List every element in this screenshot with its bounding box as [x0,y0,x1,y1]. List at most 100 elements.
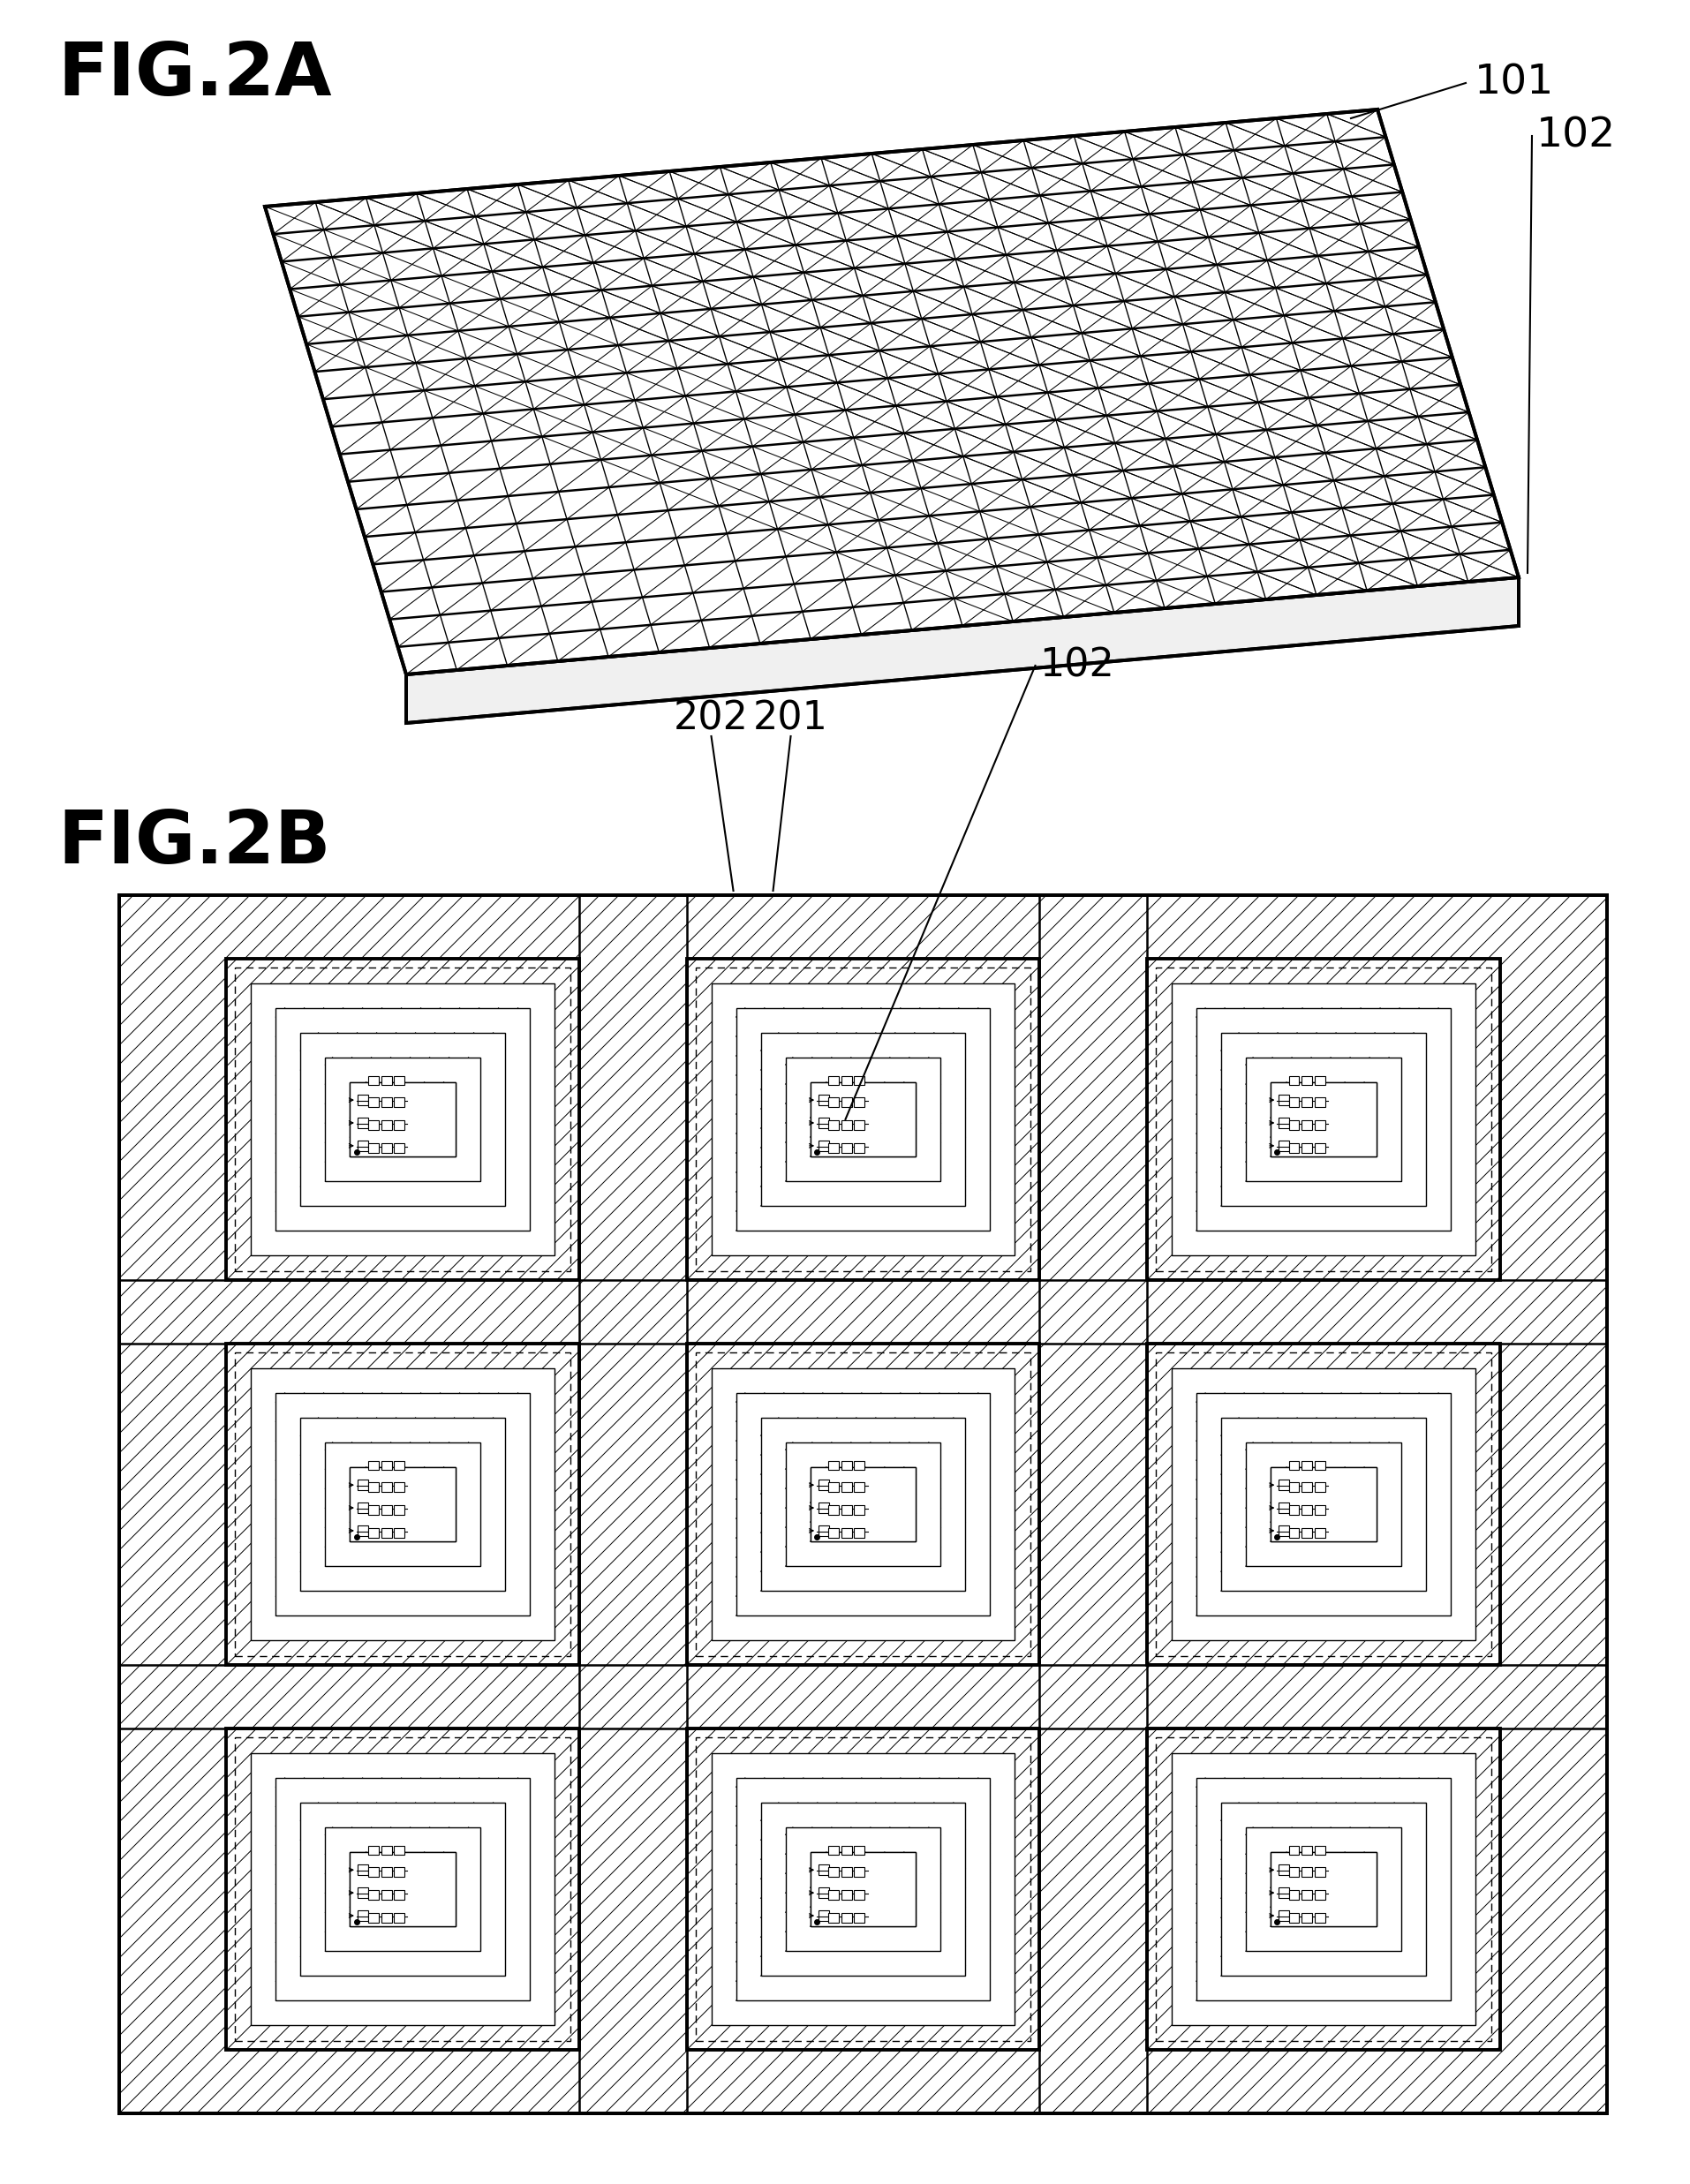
Polygon shape [1315,1505,1325,1516]
Polygon shape [735,1007,990,1230]
Polygon shape [1301,1461,1311,1470]
Polygon shape [1289,1120,1300,1129]
Polygon shape [828,1142,838,1153]
Polygon shape [394,1142,404,1153]
Polygon shape [1271,1081,1376,1158]
Polygon shape [1301,1889,1311,1900]
Polygon shape [828,1845,838,1854]
Polygon shape [818,1503,828,1514]
Polygon shape [275,1393,531,1616]
Polygon shape [1289,1096,1300,1107]
Polygon shape [828,1461,838,1470]
Polygon shape [810,1852,916,1926]
Polygon shape [853,1142,865,1153]
Polygon shape [275,1007,531,1230]
Polygon shape [786,1828,941,1950]
Polygon shape [1246,1441,1401,1566]
Polygon shape [1301,1505,1311,1516]
Polygon shape [324,1828,480,1950]
Polygon shape [1271,1852,1376,1926]
Polygon shape [842,1483,852,1492]
Polygon shape [853,1120,865,1129]
Polygon shape [368,1483,379,1492]
Text: 202: 202 [674,699,749,738]
Polygon shape [226,1728,580,2051]
Polygon shape [358,1911,368,1922]
Polygon shape [711,1754,1016,2025]
Polygon shape [1220,1802,1426,1977]
Polygon shape [394,1461,404,1470]
Polygon shape [1289,1845,1300,1854]
Polygon shape [1301,1120,1311,1129]
Polygon shape [1301,1913,1311,1922]
Polygon shape [382,1142,392,1153]
Polygon shape [1301,1142,1311,1153]
Polygon shape [711,1367,1016,1640]
Polygon shape [324,1057,480,1182]
Polygon shape [1148,1728,1501,2051]
Polygon shape [818,1911,828,1922]
Polygon shape [853,1483,865,1492]
Polygon shape [382,1889,392,1900]
Polygon shape [686,1728,1039,2051]
Polygon shape [394,1913,404,1922]
Polygon shape [1289,1867,1300,1876]
Polygon shape [275,1778,531,2001]
Polygon shape [853,1096,865,1107]
Polygon shape [1171,983,1475,1256]
Polygon shape [1197,1393,1450,1616]
Polygon shape [853,1529,865,1538]
Polygon shape [1315,1867,1325,1876]
Text: 102: 102 [1536,116,1616,155]
Polygon shape [818,1118,828,1129]
Polygon shape [1278,1865,1289,1876]
Polygon shape [1315,1845,1325,1854]
Polygon shape [1315,1077,1325,1085]
Polygon shape [853,1867,865,1876]
Polygon shape [810,1468,916,1542]
Polygon shape [842,1077,852,1085]
Polygon shape [1197,1007,1450,1230]
Polygon shape [810,1852,916,1926]
Text: 101: 101 [1475,63,1555,103]
Polygon shape [853,1505,865,1516]
Polygon shape [394,1867,404,1876]
Polygon shape [382,1077,392,1085]
Polygon shape [368,1845,379,1854]
Polygon shape [368,1120,379,1129]
Polygon shape [810,1081,916,1158]
Polygon shape [358,1887,368,1898]
Polygon shape [252,1367,554,1640]
Polygon shape [1278,1503,1289,1514]
Polygon shape [1278,1094,1289,1105]
Polygon shape [358,1479,368,1489]
Polygon shape [828,1529,838,1538]
Polygon shape [760,1802,965,1977]
Polygon shape [735,1778,990,2001]
Polygon shape [828,1889,838,1900]
Polygon shape [394,1077,404,1085]
Polygon shape [828,1096,838,1107]
Polygon shape [394,1889,404,1900]
Polygon shape [301,1802,505,1977]
Polygon shape [1315,1120,1325,1129]
Polygon shape [350,1852,456,1926]
Polygon shape [394,1529,404,1538]
Polygon shape [368,1142,379,1153]
Polygon shape [828,1505,838,1516]
Polygon shape [1301,1845,1311,1854]
Polygon shape [828,1913,838,1922]
Polygon shape [252,1754,554,2025]
Polygon shape [818,1094,828,1105]
Polygon shape [842,1845,852,1854]
Polygon shape [1289,1505,1300,1516]
Polygon shape [1220,1033,1426,1206]
Polygon shape [1246,1057,1401,1182]
Polygon shape [818,1479,828,1489]
Polygon shape [406,577,1519,723]
Polygon shape [1278,1479,1289,1489]
Polygon shape [1271,1468,1376,1542]
Polygon shape [818,1865,828,1876]
Polygon shape [1315,1461,1325,1470]
Polygon shape [1301,1529,1311,1538]
